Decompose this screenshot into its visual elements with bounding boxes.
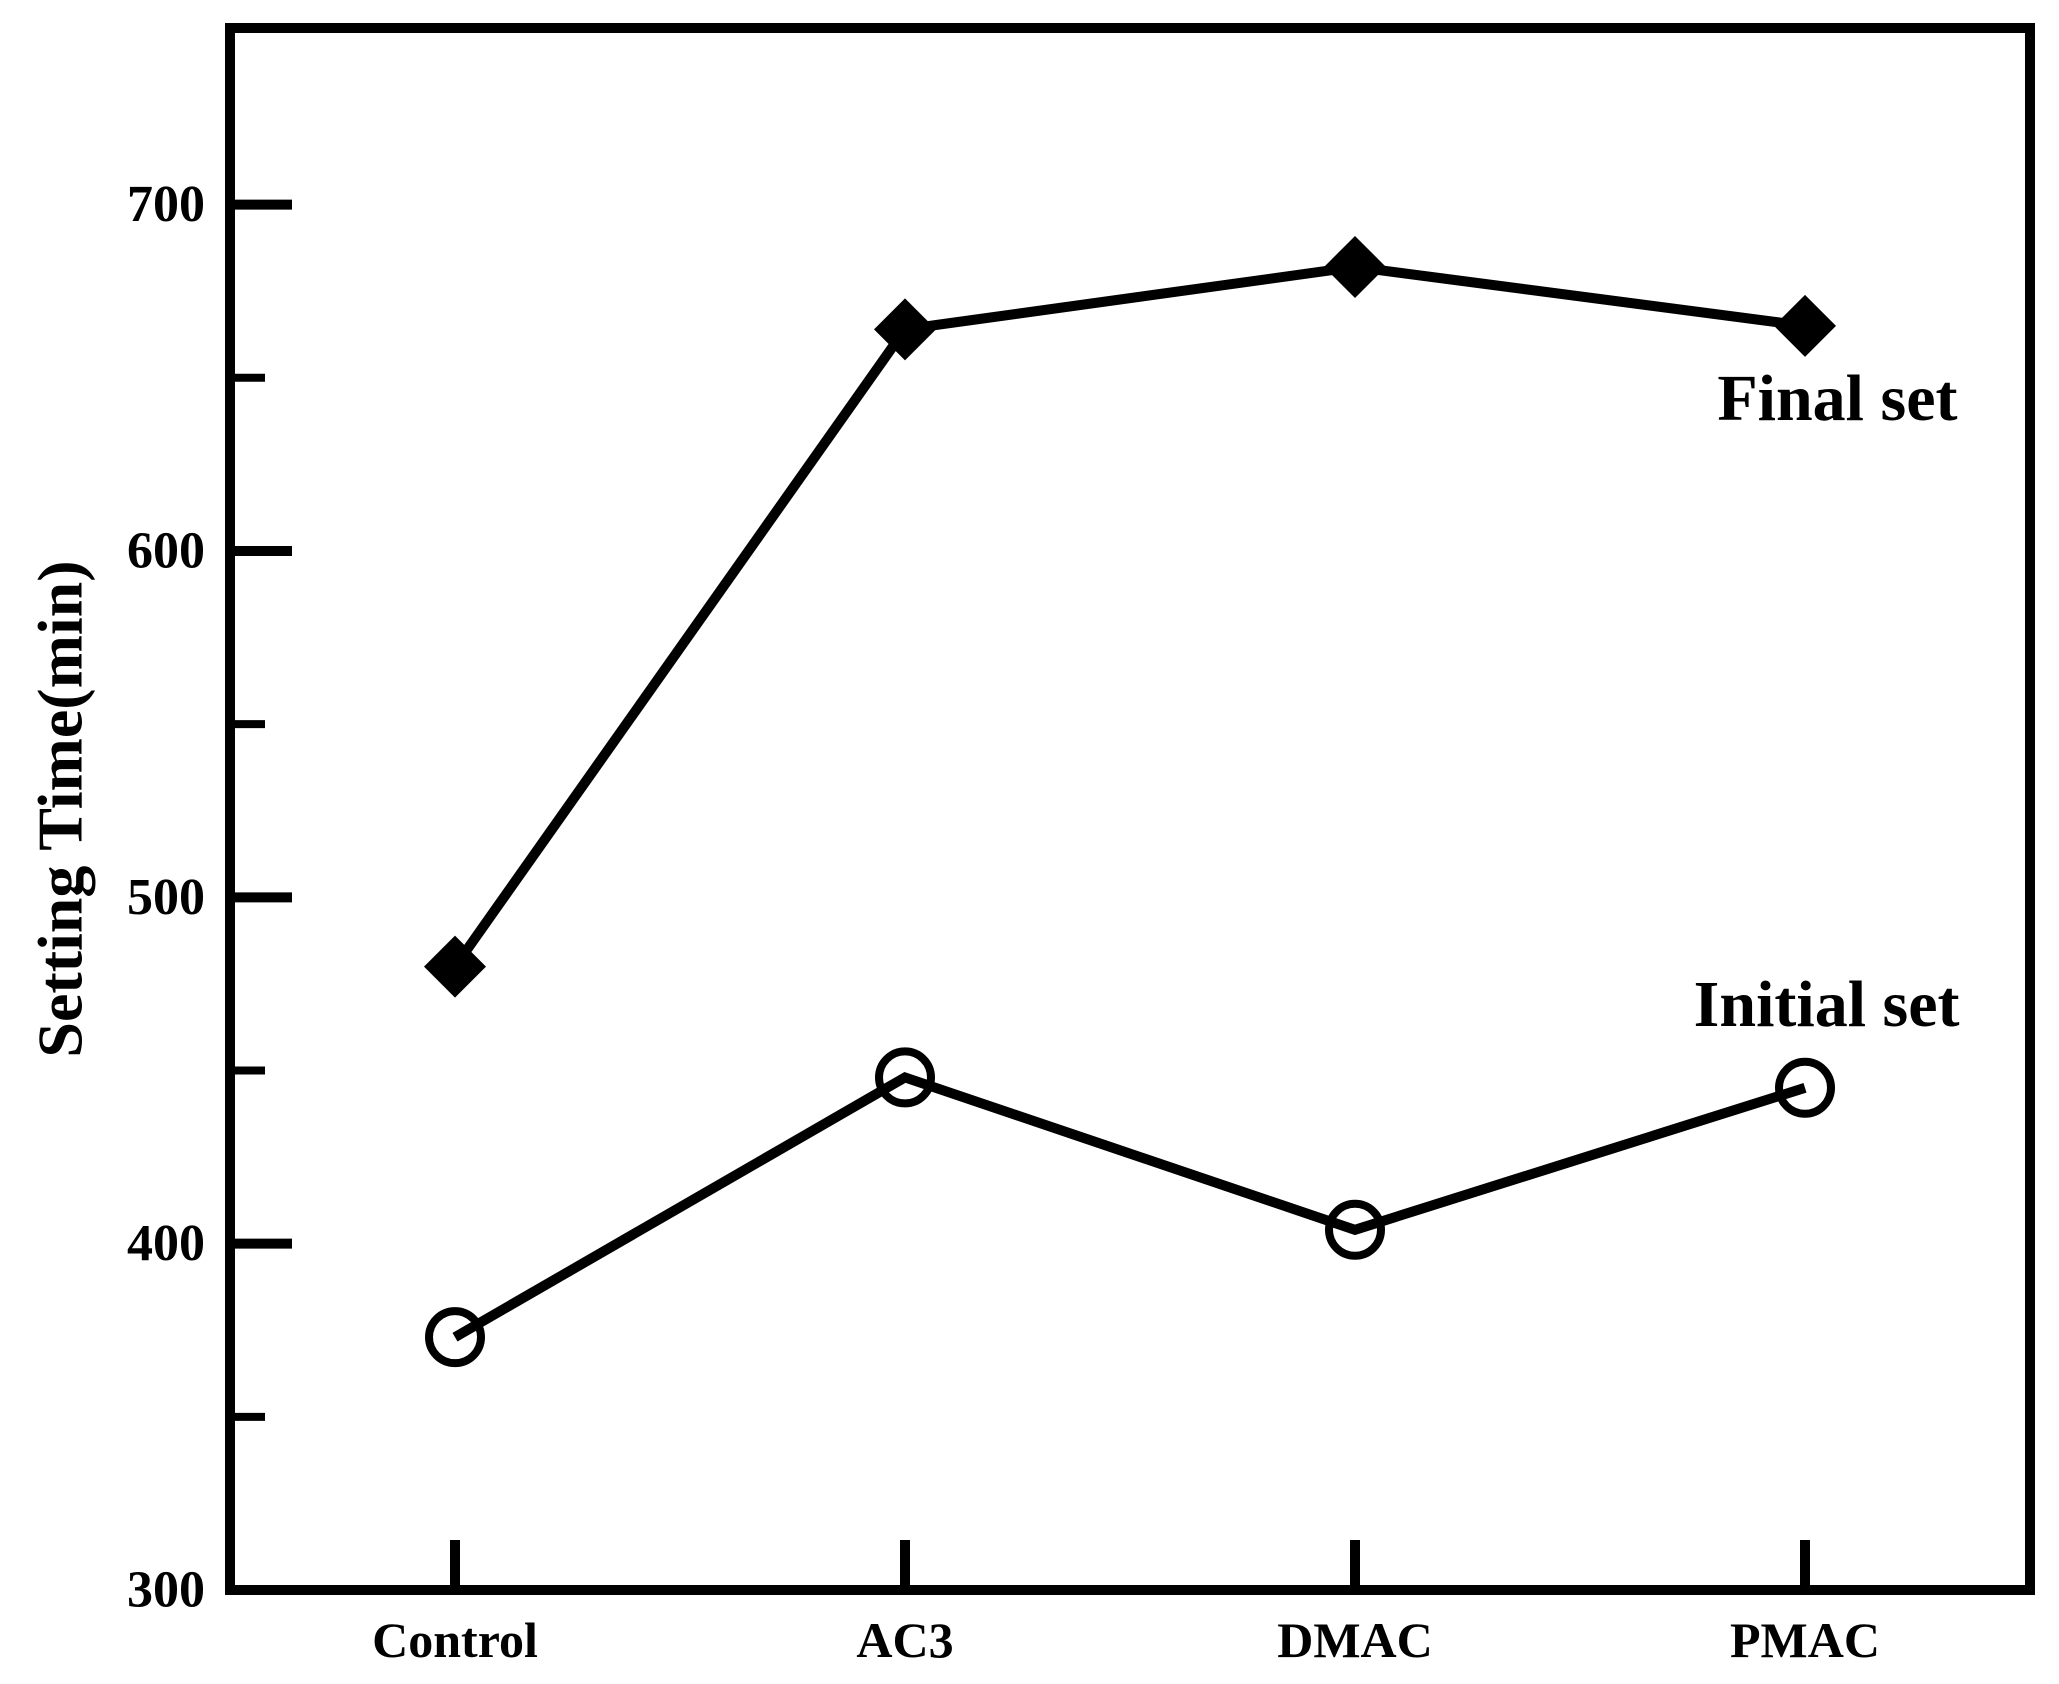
series-line-final-set [450,261,1806,970]
marker-diamond-final-set-pmac [1774,294,1836,357]
marker-circle-initial-set-pmac [1775,1057,1835,1118]
y-tick-label: 400 [127,1215,205,1272]
x-tick-label-dmac: DMAC [1277,1612,1433,1668]
marker-diamond-final-set-dmac [1324,235,1386,298]
y-axis-title: Setting Time(min) [25,560,96,1057]
y-tick-label: 500 [127,869,205,926]
marker-diamond-final-set-control [424,935,486,998]
x-tick-label-ac3: AC3 [856,1612,953,1668]
annotation-final-set: Final set [1717,362,1957,435]
x-tick-label-control: Control [372,1612,538,1668]
marker-diamond-final-set-ac3 [874,298,936,361]
y-tick-label: 300 [127,1562,205,1619]
marker-circle-initial-set-dmac [1325,1199,1385,1260]
y-tick-label: 600 [127,522,205,579]
series-line-initial-set [452,1071,1807,1342]
x-tick-label-pmac: PMAC [1730,1612,1880,1668]
y-tick-label: 700 [127,176,205,233]
marker-circle-initial-set-control [425,1307,485,1368]
marker-circle-initial-set-ac3 [875,1047,935,1108]
plot-border [225,23,2035,1595]
annotation-initial-set: Initial set [1694,968,1960,1041]
